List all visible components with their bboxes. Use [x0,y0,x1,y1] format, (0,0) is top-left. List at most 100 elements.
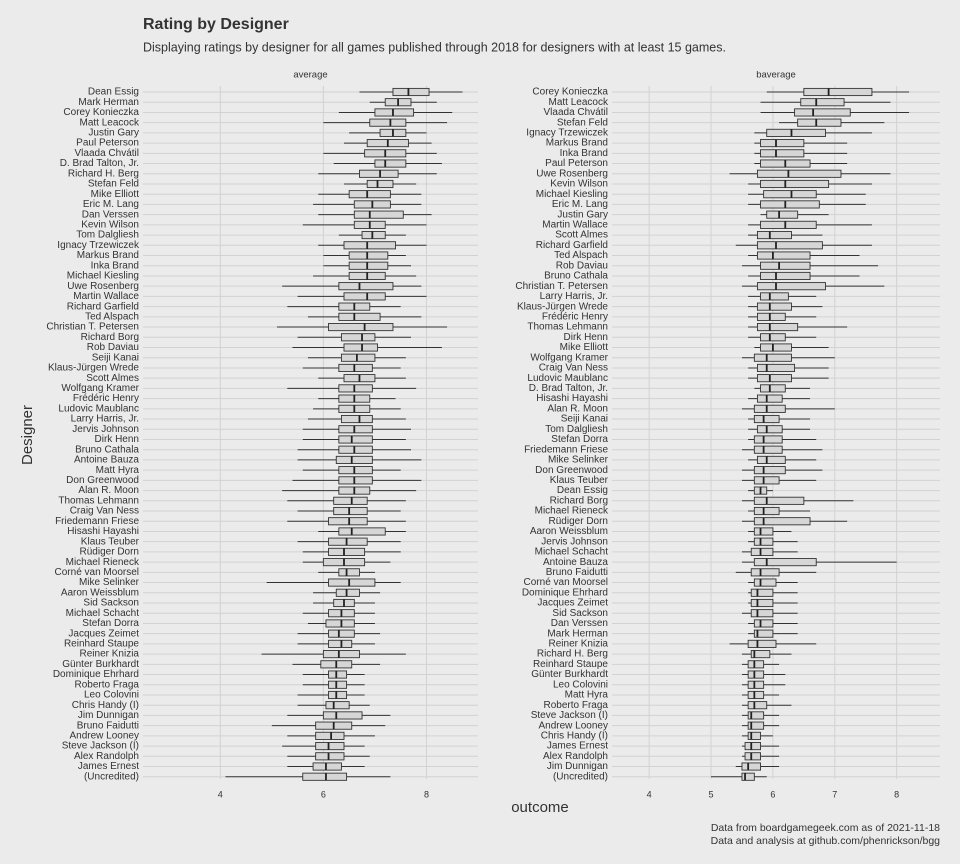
box [340,414,373,424]
box [338,363,373,372]
y-tick-label: Chris Handy (I) [72,700,139,711]
box [312,762,342,771]
y-tick-label: Richard H. Berg [68,168,139,179]
y-tick-label: Eric M. Lang [83,199,139,210]
y-tick-label: Corey Konieczka [532,87,608,98]
y-tick-label: Tom Dalgliesh [76,230,139,241]
y-tick-label: Dirk Henn [95,434,139,445]
y-tick-label: Dominique Ehrhard [53,669,139,680]
box [756,169,842,178]
box [750,568,780,577]
box [760,200,820,209]
box [756,312,786,321]
y-tick-label: Matt Leacock [549,97,609,108]
box [747,731,761,740]
x-tick-label: 8 [424,789,429,799]
y-tick-label: Stefan Dorra [82,618,139,629]
y-tick-label: Corné van Moorsel [55,567,139,578]
y-tick-label: Thomas Lehmann [527,322,608,333]
y-tick-label: Hisashi Hayashi [536,393,608,404]
y-tick-label: Don Greenwood [66,475,139,486]
y-tick-label: Michael Kiesling [67,271,139,282]
y-tick-label: Rüdiger Dorn [80,547,139,558]
box [338,384,373,393]
box [338,282,394,291]
y-tick-label: Vlaada Chvátil [544,107,608,118]
box [338,312,381,321]
box [760,343,792,352]
y-tick-label: Wolfgang Kramer [530,352,608,363]
box [760,271,811,281]
y-tick-label: Kevin Wilson [81,220,139,231]
y-tick-label: Andrew Looney [70,731,140,742]
box [338,527,386,536]
box [750,650,771,659]
y-tick-label: Richard Garfield [536,240,608,251]
y-tick-label: Roberto Fraga [75,679,140,690]
box [315,742,345,751]
box [328,517,368,526]
y-tick-label: Matt Hyra [96,465,140,476]
y-tick-label: Martin Wallace [542,220,608,231]
box [340,333,376,342]
y-tick-label: Bruno Cathala [544,271,608,282]
y-tick-label: Michael Rieneck [535,506,609,517]
box [747,680,765,689]
chart-title: Rating by Designer [143,16,289,33]
box [392,87,430,97]
y-tick-label: Antoine Bauza [543,557,608,568]
y-tick-label: Jervis Johnson [541,536,608,547]
y-tick-label: Alex Randolph [74,751,139,762]
y-tick-label: Stefan Dorra [551,434,608,445]
box [747,670,765,679]
y-tick-label: Jervis Johnson [72,424,139,435]
box [756,251,811,260]
y-tick-label: Reiner Knizia [549,639,609,650]
y-tick-label: Inka Brand [91,260,139,271]
box [766,210,799,219]
y-tick-label: Dean Essig [88,87,139,98]
y-tick-label: Bruno Cathala [75,444,139,455]
box [756,302,792,311]
box [753,466,786,475]
box [747,660,765,669]
box [756,394,783,403]
box [760,384,786,393]
y-tick-label: Rüdiger Dorn [549,516,608,527]
box [760,292,789,301]
y-tick-label: Hisashi Hayashi [67,526,139,537]
box [325,619,355,628]
y-tick-label: Christian T. Petersen [46,322,139,333]
box [753,517,811,526]
box [302,772,348,781]
y-tick-label: Dean Essig [557,485,608,496]
box [328,629,355,638]
caption: Data from boardgamegeek.com as of 2021-1… [711,822,940,834]
box [753,629,774,638]
y-tick-label: Stefan Feld [557,117,608,128]
box [359,169,399,178]
y-tick-label: Mark Herman [78,97,139,108]
y-tick-label: Justin Gary [88,128,139,139]
box [366,179,394,189]
y-tick-label: Uwe Rosenberg [67,281,139,292]
box [753,414,780,424]
y-tick-label: Wolfgang Kramer [61,383,139,394]
x-tick-label: 6 [321,789,326,799]
y-tick-label: Sid Sackson [83,598,139,609]
y-tick-label: Kevin Wilson [550,179,608,190]
y-tick-label: Craig Van Ness [70,506,139,517]
y-tick-label: Mike Elliott [91,189,140,200]
y-tick-label: Aaron Weissblum [530,526,608,537]
box [322,711,363,720]
y-tick-label: Dan Verssen [551,618,608,629]
box [315,752,345,761]
box [756,363,796,372]
y-tick-label: Tom Dalgliesh [545,424,608,435]
box [753,476,780,485]
y-tick-label: Friedemann Friese [524,444,608,455]
y-tick-label: (Uncredited) [553,771,608,782]
y-tick-label: Ludovic Maublanc [58,403,139,414]
box [328,670,348,679]
